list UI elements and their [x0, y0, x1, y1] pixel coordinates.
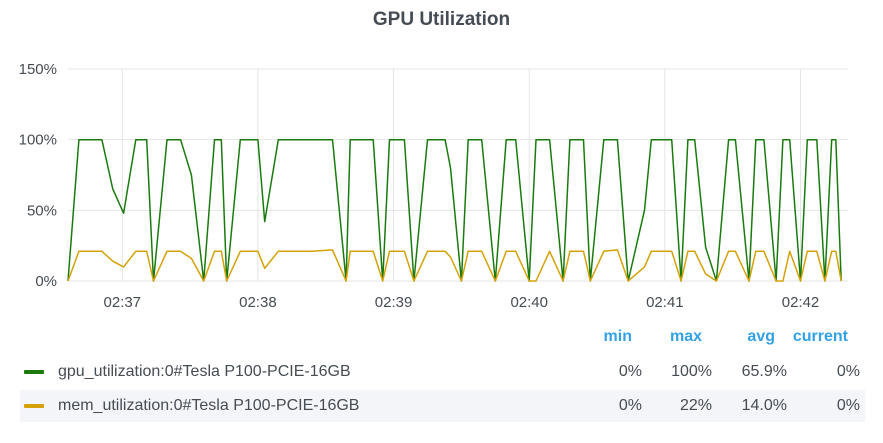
legend-header: min max avg current: [0, 328, 883, 350]
legend-current-value: 0%: [836, 363, 860, 380]
legend-min-value: 0%: [618, 397, 642, 414]
x-tick-label: 02:39: [375, 294, 413, 311]
series-color-swatch[interactable]: [24, 404, 44, 408]
panel-title[interactable]: GPU Utilization: [372, 9, 511, 30]
legend-avg-value: 65.9%: [741, 363, 787, 380]
legend-header-min[interactable]: min: [603, 328, 632, 345]
x-tick-label: 02:41: [646, 294, 684, 311]
legend-header-current[interactable]: current: [792, 328, 848, 345]
legend-header-avg[interactable]: avg: [747, 328, 775, 345]
legend-min-value: 0%: [618, 363, 642, 380]
y-tick-label: 50%: [27, 202, 57, 219]
y-tick-label: 0%: [35, 273, 57, 290]
legend-series-name[interactable]: mem_utilization:0#Tesla P100-PCIE-16GB: [58, 397, 360, 414]
legend-avg-value: 14.0%: [741, 397, 787, 414]
mem-utilization-line: [67, 249, 842, 282]
legend-current-value: 0%: [836, 397, 860, 414]
y-tick-label: 100%: [19, 132, 57, 149]
legend-max-value: 22%: [679, 397, 712, 414]
legend-header-max[interactable]: max: [669, 328, 702, 345]
legend-series-name[interactable]: gpu_utilization:0#Tesla P100-PCIE-16GB: [58, 363, 351, 380]
x-tick-label: 02:40: [510, 294, 548, 311]
legend-row-mem[interactable]: mem_utilization:0#Tesla P100-PCIE-16GB 0…: [20, 390, 865, 422]
x-tick-label: 02:37: [103, 294, 141, 311]
x-tick-label: 02:38: [239, 294, 277, 311]
x-tick-label: 02:42: [782, 294, 820, 311]
legend-max-value: 100%: [671, 363, 712, 380]
line-chart[interactable]: 0% 50% 100% 150% 02:37 02:38 02:39 02:40 02:41 02…: [0, 0, 883, 320]
legend-row-gpu[interactable]: gpu_utilization:0#Tesla P100-PCIE-16GB 0…: [20, 356, 865, 388]
series-color-swatch[interactable]: [24, 370, 44, 374]
y-tick-label: 150%: [19, 61, 57, 78]
